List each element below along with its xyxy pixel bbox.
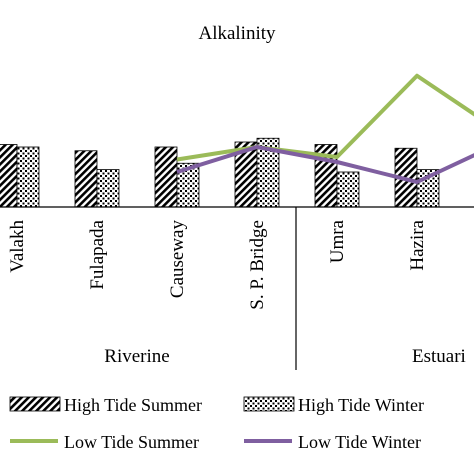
legend-swatch-high-tide-summer <box>9 396 61 412</box>
x-tick-label-valakh: Valakh <box>7 220 28 273</box>
x-tick-label-s-p-bridge: S. P. Bridge <box>247 220 268 310</box>
bars-layer <box>0 137 440 208</box>
legend-label-low-tide-summer: Low Tide Summer <box>64 432 199 452</box>
bar-high-tide-winter-valakh <box>16 146 40 208</box>
group-label-riverine: Riverine <box>104 346 169 367</box>
lines-layer <box>176 73 474 184</box>
x-tick-label-hazira: Hazira <box>407 219 428 270</box>
legend-swatch-high-tide-winter <box>243 396 295 412</box>
legend-label-low-tide-winter: Low Tide Winter <box>298 432 421 452</box>
x-tick-label-causeway: Causeway <box>167 220 188 299</box>
x-tick-labels: Valakh Fulapada Causeway S. P. Bridge Umra Ha… <box>7 219 428 309</box>
legend-label-high-tide-winter: High Tide Winter <box>298 395 424 415</box>
chart-title: Alkalinity <box>198 23 276 44</box>
legend-item-high-tide-winter: High Tide Winter <box>243 395 424 415</box>
legend-item-high-tide-summer: High Tide Summer <box>9 395 202 415</box>
legend-item-low-tide-summer: Low Tide Summer <box>10 432 199 452</box>
bar-high-tide-summer-causeway <box>154 146 178 208</box>
bar-high-tide-winter-umra <box>336 171 360 208</box>
line-low-tide-winter <box>176 145 474 184</box>
legend-item-low-tide-winter: Low Tide Winter <box>244 432 421 452</box>
legend: High Tide Summer High Tide Winter Low Ti… <box>9 395 424 452</box>
legend-label-high-tide-summer: High Tide Summer <box>64 395 202 415</box>
x-tick-label-umra: Umra <box>327 219 348 263</box>
group-label-estuari: Estuari <box>412 346 466 367</box>
bar-high-tide-winter-fulapada <box>96 169 120 208</box>
bar-high-tide-summer-fulapada <box>74 150 98 208</box>
line-low-tide-summer <box>176 73 474 162</box>
x-tick-label-fulapada: Fulapada <box>87 219 108 289</box>
bar-high-tide-summer-valakh <box>0 144 18 208</box>
